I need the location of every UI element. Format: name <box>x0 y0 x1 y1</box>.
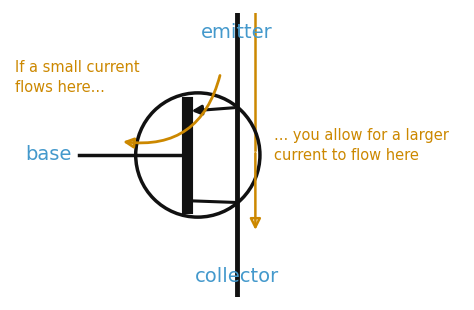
Text: collector: collector <box>195 267 279 286</box>
Text: emitter: emitter <box>201 23 273 42</box>
Text: ... you allow for a larger
current to flow here: ... you allow for a larger current to fl… <box>273 128 448 163</box>
Text: If a small current
flows here...: If a small current flows here... <box>15 60 140 95</box>
Text: base: base <box>26 145 72 165</box>
